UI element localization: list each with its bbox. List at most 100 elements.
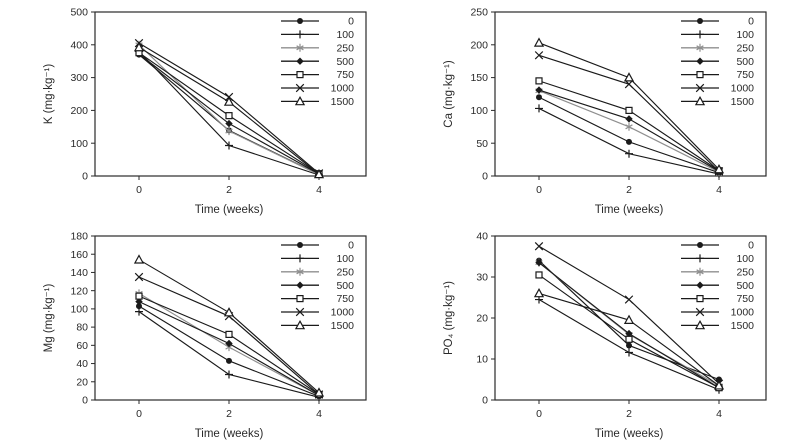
series-0 (136, 302, 322, 399)
legend-label: 1000 (331, 83, 355, 95)
legend-label: 500 (736, 279, 754, 291)
series-250 (535, 86, 723, 177)
x-tick-label: 4 (316, 408, 322, 420)
y-tick-label: 0 (482, 171, 488, 183)
legend-label: 750 (336, 293, 354, 305)
y-axis: 0 10 20 30 40 (476, 230, 495, 406)
legend-label: 500 (336, 56, 354, 68)
legend-label: 0 (348, 16, 354, 28)
series-1500 (533, 287, 725, 390)
series-1000 (134, 38, 324, 178)
y-tick-label: 400 (70, 39, 88, 51)
y-tick-label: 20 (476, 312, 488, 324)
x-tick-label: 2 (626, 408, 632, 420)
y-tick-label: 150 (470, 72, 488, 84)
legend-label: 250 (736, 42, 754, 54)
legend-label: 1000 (731, 306, 755, 318)
x-tick-label: 0 (536, 408, 542, 420)
x-tick-label: 4 (716, 184, 722, 196)
chart-panel-ca: 0 50 100 150 200 250 Ca (mg·kg⁻¹) 0 2 4 Time (week… (400, 0, 800, 223)
legend-label: 100 (336, 253, 354, 265)
x-tick-label: 0 (536, 184, 542, 196)
legend-label: 250 (736, 266, 754, 278)
legend-label: 100 (336, 29, 354, 41)
plot-frame (494, 11, 767, 177)
y-tick-label: 0 (82, 171, 88, 183)
y-tick-label: 200 (470, 39, 488, 51)
x-tick-label: 4 (716, 408, 722, 420)
y-tick-label: 120 (70, 285, 88, 297)
x-tick-label: 0 (136, 184, 142, 196)
po4-line-chart: 0 10 20 30 40 PO₄ (mg·kg⁻¹) 0 2 4 Time (weeks) 0 10… (443, 230, 767, 440)
y-tick-label: 0 (82, 394, 88, 406)
y-tick-label: 500 (70, 7, 88, 19)
y-tick-label: 0 (482, 394, 488, 406)
plot-frame (94, 234, 367, 401)
plot-frame (94, 11, 367, 177)
legend-label: 750 (736, 69, 754, 81)
legend-label: 1000 (731, 83, 755, 95)
y-tick-label: 160 (70, 248, 88, 260)
y-axis-label: PO₄ (mg·kg⁻¹) (443, 280, 455, 354)
x-tick-label: 0 (136, 408, 142, 420)
series-1500 (133, 41, 325, 179)
x-axis: 0 2 4 (136, 399, 322, 420)
x-axis-label: Time (weeks) (195, 204, 264, 216)
mg-line-chart: 0 20 40 60 80 100 120 140 160 180 Mg (mg·kg⁻¹) 0 2 4 T… (43, 230, 367, 440)
series-0 (536, 94, 722, 176)
legend-label: 250 (336, 266, 354, 278)
series-1500 (133, 253, 325, 397)
y-tick-label: 200 (70, 105, 88, 117)
legend-label: 750 (736, 293, 754, 305)
legend-label: 250 (336, 42, 354, 54)
y-tick-label: 140 (70, 267, 88, 279)
legend-label: 500 (336, 279, 354, 291)
y-tick-label: 20 (76, 376, 88, 388)
y-tick-label: 250 (470, 7, 488, 19)
legend-label: 1000 (331, 306, 355, 318)
y-axis: 0 50 100 150 200 250 (470, 7, 495, 183)
legend-label: 1500 (731, 320, 755, 332)
x-axis-label: Time (weeks) (595, 204, 664, 216)
legend-label: 1500 (331, 320, 355, 332)
y-tick-label: 40 (76, 358, 88, 370)
y-tick-label: 50 (476, 138, 488, 150)
x-tick-label: 4 (316, 184, 322, 196)
y-tick-label: 30 (476, 271, 488, 283)
y-tick-label: 100 (70, 303, 88, 315)
legend-label: 100 (736, 29, 754, 41)
y-axis: 0 100 200 300 400 500 (70, 7, 95, 183)
y-axis: 0 20 40 60 80 100 120 140 160 180 (70, 230, 95, 406)
y-tick-label: 40 (476, 230, 488, 242)
y-axis-label: Mg (mg·kg⁻¹) (43, 283, 55, 352)
x-tick-label: 2 (226, 408, 232, 420)
chart-panel-po4: 0 10 20 30 40 PO₄ (mg·kg⁻¹) 0 2 4 Time (weeks) 0 10… (400, 224, 800, 447)
y-tick-label: 100 (70, 138, 88, 150)
legend-label: 0 (748, 239, 754, 251)
legend-label: 1500 (331, 96, 355, 108)
legend-label: 0 (748, 16, 754, 28)
x-axis: 0 2 4 (136, 176, 322, 196)
chart-panel-mg: 0 20 40 60 80 100 120 140 160 180 Mg (mg·kg⁻¹) 0 2 4 T… (0, 224, 400, 447)
ca-line-chart: 0 50 100 150 200 250 Ca (mg·kg⁻¹) 0 2 4 Time (week… (443, 7, 767, 216)
x-axis: 0 2 4 (536, 176, 722, 196)
chart-panel-k: 0 100 200 300 400 500 K (mg·kg⁻¹) 0 2 4 Time (week… (0, 0, 400, 223)
x-tick-label: 2 (226, 184, 232, 196)
y-axis-label: Ca (mg·kg⁻¹) (443, 60, 455, 128)
legend-label: 750 (336, 69, 354, 81)
x-axis: 0 2 4 (536, 399, 722, 420)
x-tick-label: 2 (626, 184, 632, 196)
x-axis-label: Time (weeks) (595, 428, 664, 440)
x-axis-label: Time (weeks) (195, 428, 264, 440)
legend-label: 100 (736, 253, 754, 265)
y-tick-label: 180 (70, 230, 88, 242)
legend-label: 0 (348, 239, 354, 251)
y-tick-label: 60 (76, 339, 88, 351)
y-tick-label: 10 (476, 353, 488, 365)
